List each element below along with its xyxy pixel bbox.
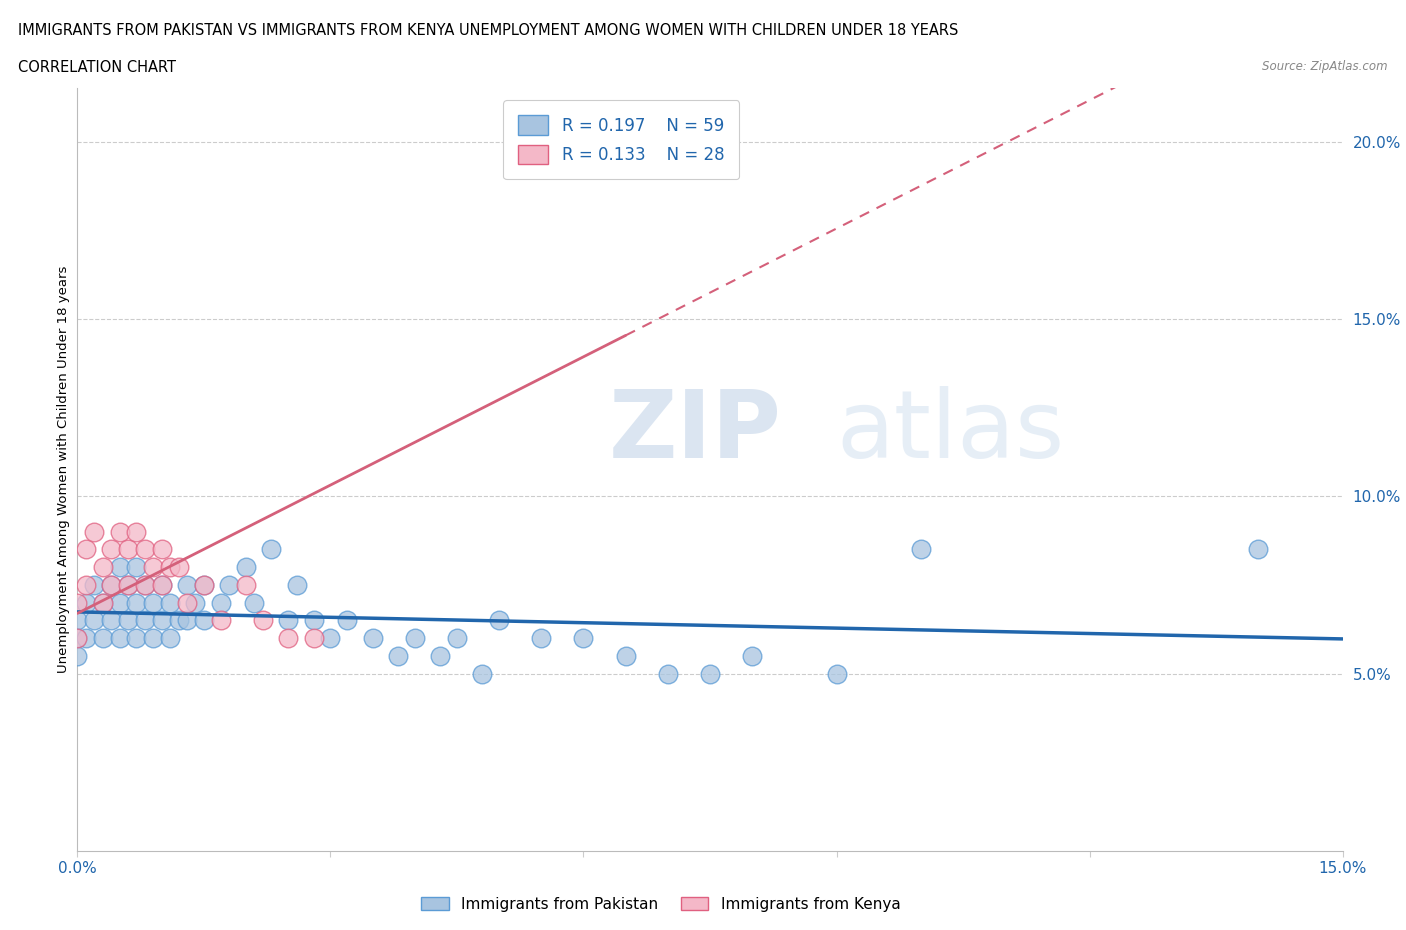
Point [117, 578, 139, 592]
Point [302, 613, 325, 628]
Point [75, 631, 97, 645]
Point [125, 631, 148, 645]
Point [117, 578, 139, 592]
Point [125, 560, 148, 575]
Point [83, 525, 105, 539]
Point [91, 595, 114, 610]
Point [657, 666, 679, 681]
Point [336, 613, 359, 628]
Point [117, 613, 139, 628]
Point [66, 613, 89, 628]
Point [235, 578, 257, 592]
Point [66, 631, 89, 645]
Point [142, 560, 165, 575]
Point [134, 613, 156, 628]
Point [193, 578, 215, 592]
Point [159, 631, 181, 645]
Point [159, 560, 181, 575]
Point [83, 613, 105, 628]
Point [176, 613, 198, 628]
Point [471, 666, 494, 681]
Point [488, 613, 510, 628]
Point [184, 595, 207, 610]
Point [446, 631, 468, 645]
Point [134, 578, 156, 592]
Point [108, 525, 131, 539]
Point [243, 595, 266, 610]
Point [277, 631, 299, 645]
Point [66, 648, 89, 663]
Point [66, 595, 89, 610]
Point [260, 542, 283, 557]
Point [134, 578, 156, 592]
Point [108, 631, 131, 645]
Text: IMMIGRANTS FROM PAKISTAN VS IMMIGRANTS FROM KENYA UNEMPLOYMENT AMONG WOMEN WITH : IMMIGRANTS FROM PAKISTAN VS IMMIGRANTS F… [18, 23, 959, 38]
Point [404, 631, 426, 645]
Point [100, 613, 122, 628]
Point [167, 560, 190, 575]
Point [530, 631, 553, 645]
Point [100, 542, 122, 557]
Point [614, 648, 637, 663]
Point [1247, 542, 1270, 557]
Text: atlas: atlas [837, 386, 1064, 477]
Point [108, 595, 131, 610]
Point [302, 631, 325, 645]
Point [209, 595, 232, 610]
Point [252, 613, 274, 628]
Point [741, 648, 763, 663]
Point [91, 631, 114, 645]
Point [285, 578, 308, 592]
Point [218, 578, 240, 592]
Point [125, 525, 148, 539]
Point [75, 595, 97, 610]
Text: Source: ZipAtlas.com: Source: ZipAtlas.com [1263, 60, 1388, 73]
Point [134, 542, 156, 557]
Point [176, 578, 198, 592]
Point [150, 542, 173, 557]
Point [100, 578, 122, 592]
Point [361, 631, 384, 645]
Point [699, 666, 721, 681]
Point [142, 631, 165, 645]
Point [108, 560, 131, 575]
Point [614, 152, 637, 166]
Point [83, 578, 105, 592]
Point [825, 666, 848, 681]
Point [319, 631, 342, 645]
Point [117, 542, 139, 557]
Point [572, 631, 595, 645]
Point [100, 578, 122, 592]
Point [91, 595, 114, 610]
Point [159, 595, 181, 610]
Text: CORRELATION CHART: CORRELATION CHART [18, 60, 176, 75]
Text: ZIP: ZIP [609, 386, 782, 477]
Point [429, 648, 451, 663]
Point [150, 578, 173, 592]
Point [910, 542, 932, 557]
Point [209, 613, 232, 628]
Point [66, 631, 89, 645]
Point [91, 560, 114, 575]
Point [387, 648, 409, 663]
Point [193, 578, 215, 592]
Point [75, 578, 97, 592]
Point [125, 595, 148, 610]
Point [167, 613, 190, 628]
Point [150, 578, 173, 592]
Point [142, 595, 165, 610]
Point [193, 613, 215, 628]
Point [277, 613, 299, 628]
Point [235, 560, 257, 575]
Point [150, 613, 173, 628]
Legend: Immigrants from Pakistan, Immigrants from Kenya: Immigrants from Pakistan, Immigrants fro… [415, 890, 907, 918]
Legend: R = 0.197    N = 59, R = 0.133    N = 28: R = 0.197 N = 59, R = 0.133 N = 28 [503, 100, 740, 179]
Y-axis label: Unemployment Among Women with Children Under 18 years: Unemployment Among Women with Children U… [58, 266, 70, 673]
Point [75, 542, 97, 557]
Point [176, 595, 198, 610]
